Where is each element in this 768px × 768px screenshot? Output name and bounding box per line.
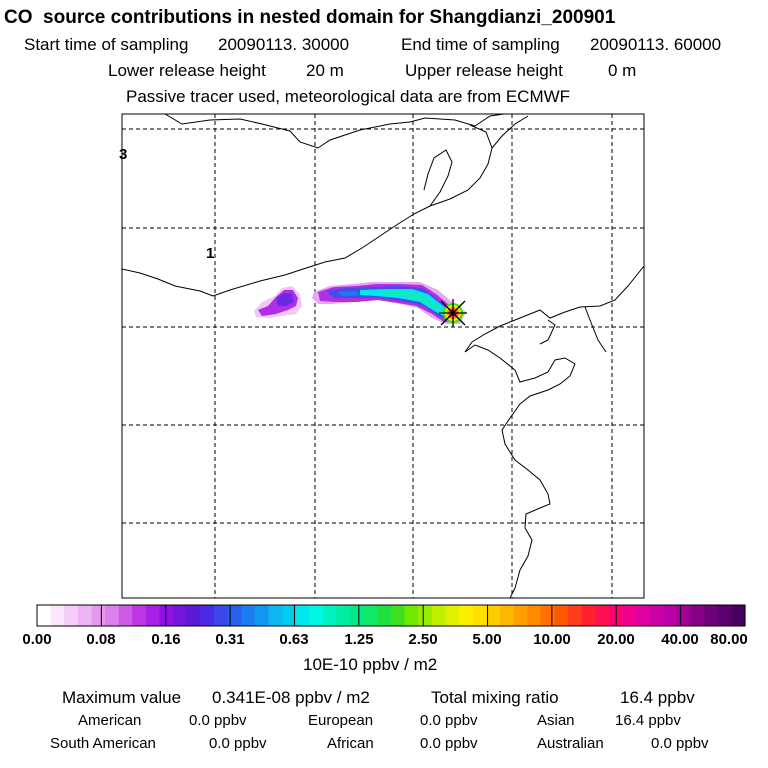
upper-height-label: Upper release height xyxy=(405,61,563,80)
colorbar-tick-label: 5.00 xyxy=(472,631,502,648)
plume-cyan xyxy=(360,289,454,318)
region-value-african: 0.0 ppbv xyxy=(420,735,478,752)
map-gridlines xyxy=(122,114,644,598)
colorbar-tick-label: 10.00 xyxy=(533,631,571,648)
region-name-south-american: South American xyxy=(50,735,156,752)
max-value: 0.341E-08 ppbv / m2 xyxy=(212,688,370,707)
start-time-label: Start time of sampling xyxy=(24,35,189,54)
region-name-european: European xyxy=(308,712,374,729)
map-frame xyxy=(121,113,645,599)
colorbar-tick-label: 1.25 xyxy=(344,631,374,648)
region-name-asian: Asian xyxy=(537,712,575,729)
plume-blue-core xyxy=(338,291,360,296)
region-value-american: 0.0 ppbv xyxy=(189,712,247,729)
colorbar-tick-label: 2.50 xyxy=(408,631,438,648)
region-value-south-american: 0.0 ppbv xyxy=(209,735,267,752)
receptor-marker-icon xyxy=(439,299,467,327)
end-time-value: 20090113. 60000 xyxy=(590,35,722,54)
region-name-african: African xyxy=(327,735,374,752)
region-value-australian: 0.0 ppbv xyxy=(651,735,709,752)
max-value-label: Maximum value xyxy=(62,688,182,707)
region-value-european: 0.0 ppbv xyxy=(420,712,478,729)
colorbar-units: 10E-10 ppbv / m2 xyxy=(303,655,438,674)
upper-height-value: 0 m xyxy=(608,61,637,80)
contour-label-3: 3 xyxy=(119,146,127,163)
plume-teal xyxy=(380,291,446,312)
colorbar-tick-label: 0.08 xyxy=(86,631,116,648)
lower-height-label: Lower release height xyxy=(108,61,266,80)
plot-title: CO source contributions in nested domain… xyxy=(4,7,616,28)
colorbar-tick-label: 0.16 xyxy=(151,631,181,648)
colorbar-tick-label: 80.00 xyxy=(710,631,748,648)
total-mixing-value: 16.4 ppbv xyxy=(620,688,695,707)
tracer-note: Passive tracer used, meteorological data… xyxy=(126,87,571,106)
coastlines-and-borders xyxy=(121,113,645,599)
colorbar-tick-label: 20.00 xyxy=(597,631,635,648)
total-mixing-label: Total mixing ratio xyxy=(431,688,559,707)
start-time-value: 20090113. 30000 xyxy=(218,35,350,54)
contour-label-1: 1 xyxy=(206,245,214,262)
region-name-american: American xyxy=(78,712,142,729)
end-time-label: End time of sampling xyxy=(401,35,560,54)
region-name-australian: Australian xyxy=(537,735,604,752)
colorbar-tick-label: 40.00 xyxy=(661,631,699,648)
plume-blue-west xyxy=(276,293,294,306)
colorbar-tick-label: 0.00 xyxy=(22,631,52,648)
colorbar-tick-label: 0.31 xyxy=(215,631,245,648)
lower-height-value: 20 m xyxy=(306,61,344,80)
region-value-asian: 16.4 ppbv xyxy=(615,712,681,729)
colorbar-tick-label: 0.63 xyxy=(279,631,309,648)
